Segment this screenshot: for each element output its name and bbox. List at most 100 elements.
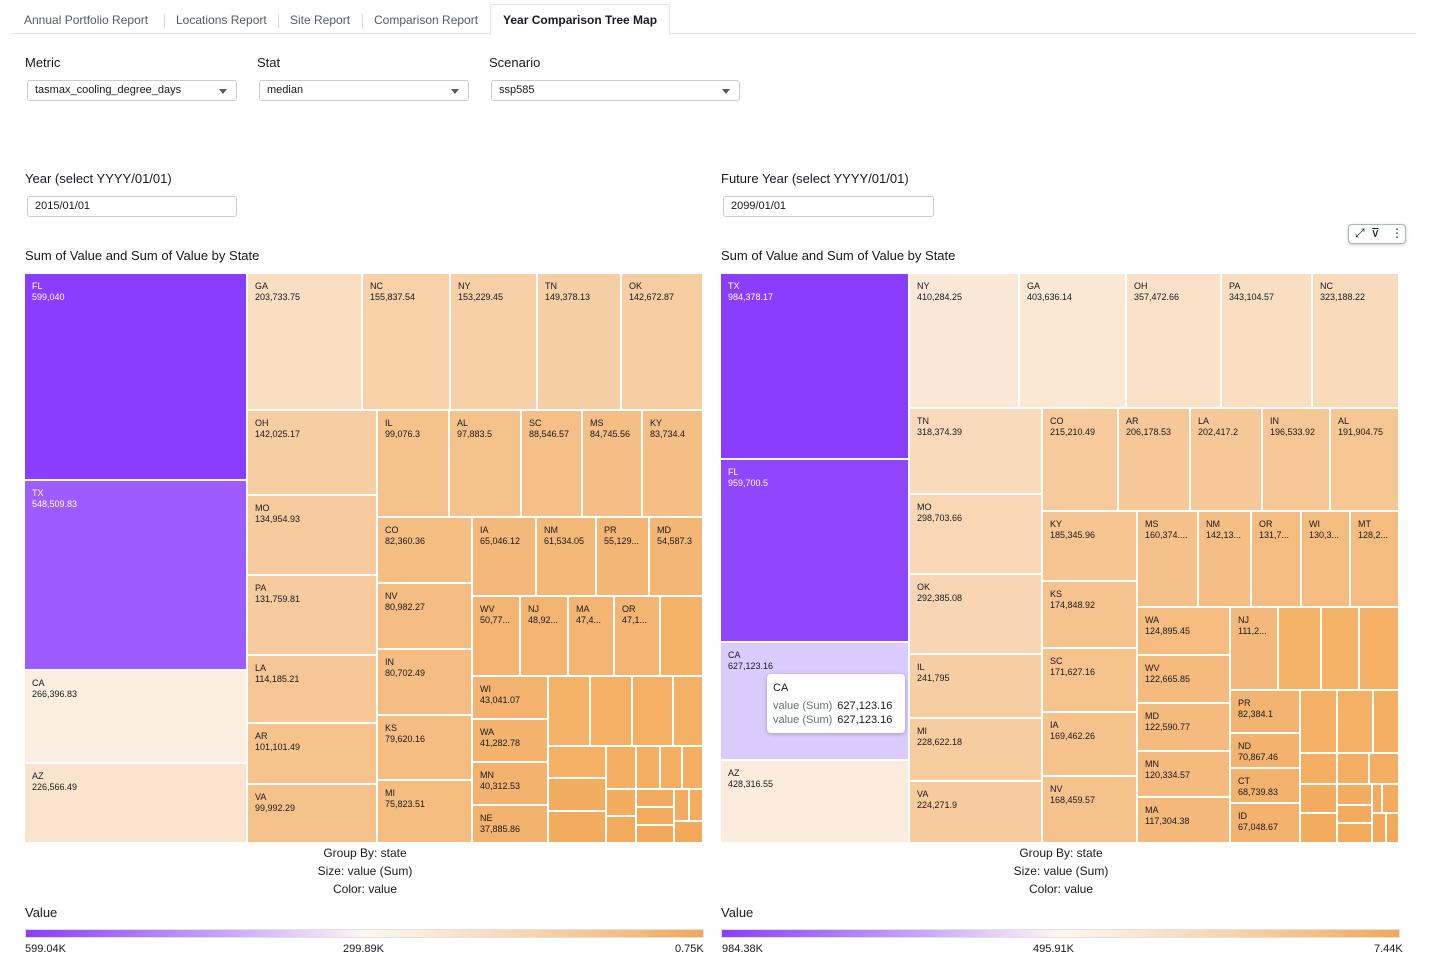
treemap-cell-unlabeled[interactable] xyxy=(683,747,704,790)
treemap-cell-mi[interactable]: MI 228,622.18 xyxy=(910,719,1043,782)
treemap-cell-unlabeled[interactable] xyxy=(1338,691,1374,754)
treemap-cell-nc[interactable]: NC 155,837.54 xyxy=(363,274,451,411)
treemap-cell-unlabeled[interactable] xyxy=(1370,754,1400,785)
treemap-cell-al[interactable]: AL 191,904.75 xyxy=(1331,409,1400,512)
treemap-cell-tx[interactable]: TX 984,378.17 xyxy=(721,274,910,460)
treemap-cell-la[interactable]: LA 114,185.21 xyxy=(248,656,378,724)
treemap-cell-ga[interactable]: GA 203,733.75 xyxy=(248,274,363,411)
treemap-cell-ms[interactable]: MS 160,374.... xyxy=(1138,512,1199,608)
treemap-cell-az[interactable]: AZ 226,566.49 xyxy=(25,764,248,844)
treemap-cell-pa[interactable]: PA 131,759.81 xyxy=(248,576,378,656)
treemap-cell-wv[interactable]: WV 122,665.85 xyxy=(1138,656,1231,704)
treemap-cell-pr[interactable]: PR 82,384.1 xyxy=(1231,691,1301,734)
stat-dropdown[interactable]: median xyxy=(259,80,469,101)
treemap-cell-unlabeled[interactable] xyxy=(1373,785,1383,814)
treemap-cell-unlabeled[interactable] xyxy=(675,790,690,822)
tab-site-report[interactable]: Site Report xyxy=(278,8,362,34)
treemap-cell-pr[interactable]: PR 55,129... xyxy=(597,518,650,597)
metric-dropdown[interactable]: tasmax_cooling_degree_days xyxy=(27,80,237,101)
treemap-cell-wi[interactable]: WI 43,041.07 xyxy=(473,677,549,720)
treemap-cell-unlabeled[interactable] xyxy=(1301,785,1338,814)
treemap-cell-az[interactable]: AZ 428,316.55 xyxy=(721,761,910,844)
treemap-cell-wa[interactable]: WA 124,895.45 xyxy=(1138,608,1231,656)
treemap-cell-nm[interactable]: NM 142,13... xyxy=(1199,512,1252,608)
treemap-cell-ca[interactable]: CA 266,396.83 xyxy=(25,671,248,764)
treemap-cell-unlabeled[interactable] xyxy=(1338,824,1373,844)
treemap-cell-unlabeled[interactable] xyxy=(1383,785,1400,814)
treemap-cell-mn[interactable]: MN 120,334.57 xyxy=(1138,752,1231,798)
treemap-cell-ar[interactable]: AR 206,178.53 xyxy=(1119,409,1191,512)
treemap-cell-unlabeled[interactable] xyxy=(591,677,633,747)
treemap-cell-ky[interactable]: KY 185,345.96 xyxy=(1043,512,1138,582)
treemap-cell-ia[interactable]: IA 169,462.26 xyxy=(1043,713,1138,777)
treemap-cell-unlabeled[interactable] xyxy=(549,677,591,747)
tab-year-comparison-tree-map[interactable]: Year Comparison Tree Map xyxy=(490,4,671,35)
treemap-cell-ar[interactable]: AR 101,101.49 xyxy=(248,724,378,785)
treemap-cell-oh[interactable]: OH 142,025.17 xyxy=(248,411,378,496)
treemap-cell-unlabeled[interactable] xyxy=(637,826,675,844)
treemap-cell-unlabeled[interactable] xyxy=(661,747,683,790)
treemap-cell-unlabeled[interactable] xyxy=(1373,814,1387,844)
treemap-cell-unlabeled[interactable] xyxy=(637,808,675,826)
treemap-cell-va[interactable]: VA 224,271.9 xyxy=(910,782,1043,844)
treemap-cell-nd[interactable]: ND 70,867.46 xyxy=(1231,734,1301,769)
treemap-cell-il[interactable]: IL 99,076.3 xyxy=(378,411,450,518)
treemap-cell-ma[interactable]: MA 117,304.38 xyxy=(1138,798,1231,844)
treemap-cell-ne[interactable]: NE 37,885.86 xyxy=(473,806,549,844)
treemap-cell-unlabeled[interactable] xyxy=(549,747,607,779)
tab-annual-portfolio-report[interactable]: Annual Portfolio Report xyxy=(24,13,149,27)
treemap-cell-unlabeled[interactable] xyxy=(1338,785,1373,806)
treemap-cell-nv[interactable]: NV 80,982.27 xyxy=(378,584,473,650)
treemap-cell-id[interactable]: ID 67,048.67 xyxy=(1231,804,1301,844)
treemap-cell-md[interactable]: MD 54,587.3 xyxy=(650,518,704,597)
treemap-cell-fl[interactable]: FL 959,700.5 xyxy=(721,460,910,643)
treemap-cell-unlabeled[interactable] xyxy=(633,677,674,747)
treemap-cell-unlabeled[interactable] xyxy=(661,597,704,677)
treemap-cell-mt[interactable]: MT 128,2... xyxy=(1351,512,1400,608)
treemap-cell-ks[interactable]: KS 174,848.92 xyxy=(1043,582,1138,649)
treemap-cell-tn[interactable]: TN 318,374.39 xyxy=(910,409,1043,495)
treemap-cell-ny[interactable]: NY 410,284.25 xyxy=(910,274,1020,409)
treemap-cell-ga[interactable]: GA 403,636.14 xyxy=(1020,274,1127,409)
treemap-cell-unlabeled[interactable] xyxy=(674,677,704,747)
treemap-cell-md[interactable]: MD 122,590.77 xyxy=(1138,704,1231,752)
treemap-cell-mo[interactable]: MO 134,954.93 xyxy=(248,496,378,576)
more-vertical-icon[interactable]: ⋮ xyxy=(1391,226,1403,240)
treemap-cell-co[interactable]: CO 215,210.49 xyxy=(1043,409,1119,512)
treemap-cell-unlabeled[interactable] xyxy=(1338,754,1370,785)
treemap-cell-unlabeled[interactable] xyxy=(1301,754,1338,785)
treemap-cell-unlabeled[interactable] xyxy=(1301,691,1338,754)
treemap-cell-unlabeled[interactable] xyxy=(637,790,675,808)
treemap-cell-wi[interactable]: WI 130,3... xyxy=(1302,512,1351,608)
treemap-cell-ct[interactable]: CT 68,739.83 xyxy=(1231,769,1301,804)
treemap-cell-unlabeled[interactable] xyxy=(1374,691,1400,754)
treemap-cell-unlabeled[interactable] xyxy=(637,747,661,790)
treemap-cell-ma[interactable]: MA 47,4... xyxy=(569,597,615,677)
treemap-cell-ok[interactable]: OK 292,385.08 xyxy=(910,575,1043,655)
treemap-cell-or[interactable]: OR 131,7... xyxy=(1252,512,1302,608)
treemap-cell-nc[interactable]: NC 323,188.22 xyxy=(1313,274,1400,409)
filter-icon[interactable]: ⊽ xyxy=(1371,226,1380,240)
treemap-cell-oh[interactable]: OH 357,472.66 xyxy=(1127,274,1222,409)
treemap-cell-ia[interactable]: IA 65,046.12 xyxy=(473,518,537,597)
treemap-cell-in[interactable]: IN 196,533.92 xyxy=(1263,409,1331,512)
treemap-cell-sc[interactable]: SC 88,546.57 xyxy=(522,411,583,518)
treemap-cell-nm[interactable]: NM 61,534.05 xyxy=(537,518,597,597)
treemap-cell-ok[interactable]: OK 142,672.87 xyxy=(622,274,704,411)
treemap-cell-unlabeled[interactable] xyxy=(1360,608,1400,691)
treemap-cell-unlabeled[interactable] xyxy=(1387,814,1400,844)
treemap-cell-ks[interactable]: KS 79,620.16 xyxy=(378,716,473,781)
treemap-cell-nv[interactable]: NV 168,459.57 xyxy=(1043,777,1138,844)
treemap-cell-ky[interactable]: KY 83,734.4 xyxy=(643,411,704,518)
expand-icon[interactable]: ⤢ xyxy=(1355,226,1365,240)
tab-comparison-report[interactable]: Comparison Report xyxy=(362,8,490,34)
treemap-cell-ms[interactable]: MS 84,745.56 xyxy=(583,411,643,518)
treemap-cell-nj[interactable]: NJ 111,2... xyxy=(1231,608,1279,691)
treemap-cell-ny[interactable]: NY 153,229.45 xyxy=(451,274,538,411)
treemap-cell-va[interactable]: VA 99,992.29 xyxy=(248,785,378,844)
treemap-cell-la[interactable]: LA 202,417.2 xyxy=(1191,409,1263,512)
treemap-cell-mn[interactable]: MN 40,312.53 xyxy=(473,763,549,806)
treemap-cell-or[interactable]: OR 47,1... xyxy=(615,597,661,677)
treemap-cell-unlabeled[interactable] xyxy=(607,790,637,817)
treemap-cell-unlabeled[interactable] xyxy=(1301,814,1338,844)
